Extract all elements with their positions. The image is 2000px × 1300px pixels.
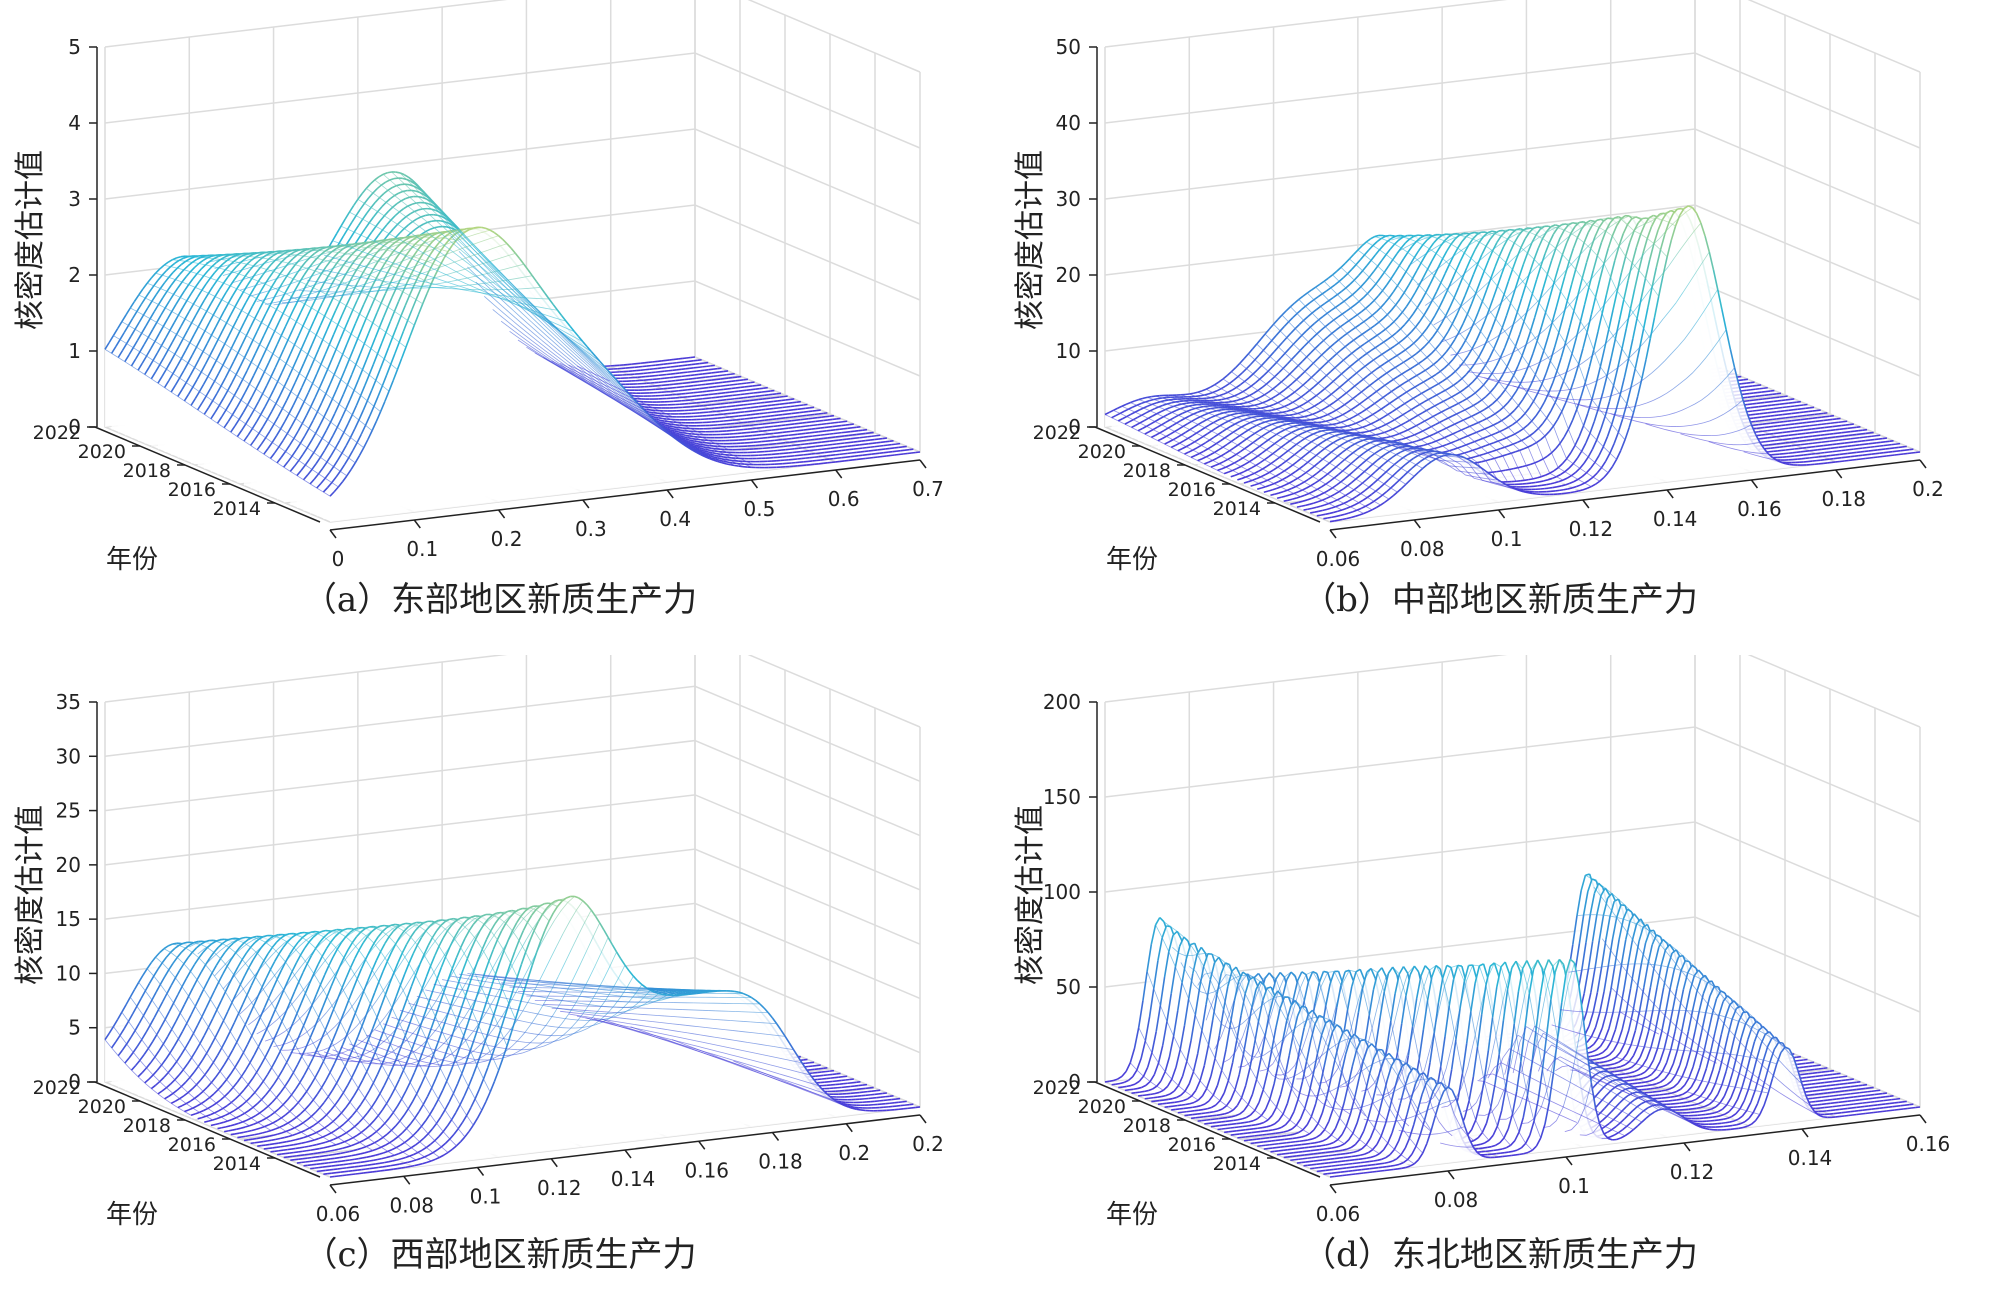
surface-line-segment (726, 464, 730, 465)
surface-line-segment (735, 466, 739, 467)
surface-line-segment (387, 172, 391, 173)
surface-line-segment (396, 172, 400, 173)
gridline-z (105, 0, 920, 72)
surface-line-segment (177, 257, 181, 258)
surface-line-segment (396, 185, 400, 186)
surface-line-segment (425, 215, 429, 216)
surface-line-segment (428, 221, 432, 222)
surface-line-segment (482, 227, 486, 228)
surface-line-segment (394, 178, 398, 179)
gridline-z (105, 129, 920, 224)
gridline-z (105, 53, 920, 148)
surface-line-segment (434, 227, 438, 228)
surface-line-segment (419, 209, 423, 210)
surface-wireframe (105, 172, 920, 522)
surface-line-segment (403, 191, 407, 192)
surface-line-segment (432, 221, 436, 222)
surface-line-segment (410, 197, 414, 198)
surface-line-segment (473, 227, 477, 228)
